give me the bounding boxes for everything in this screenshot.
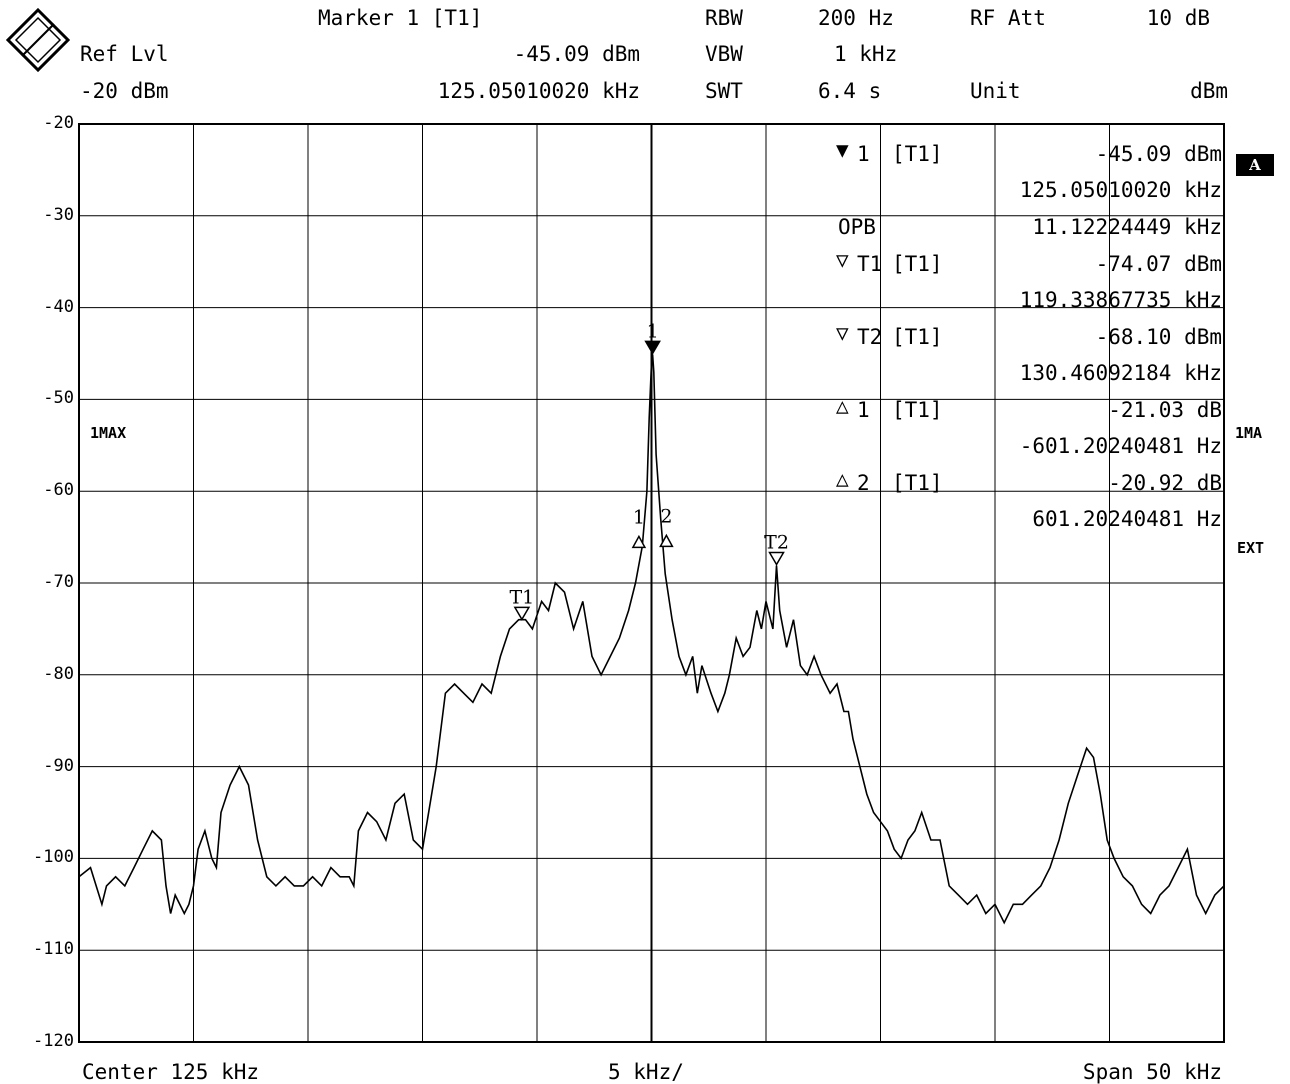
marker-row-frequency: 130.46092184 kHz <box>1019 361 1222 385</box>
trace-mode-right-label: 1MA <box>1235 424 1263 442</box>
marker-row-frequency: -601.20240481 Hz <box>1019 434 1222 458</box>
vbw-label: VBW <box>705 42 743 66</box>
y-tick-label: -60 <box>43 480 74 501</box>
opb-value: 11.12224449 kHz <box>1032 215 1222 239</box>
span-label: Span 50 kHz <box>1082 1060 1222 1084</box>
grid <box>78 123 1225 1043</box>
rbw-value: 200 Hz <box>818 6 894 30</box>
marker-row-symbol-icon: △ <box>836 394 849 418</box>
vbw-value: 1 kHz <box>834 42 898 66</box>
marker-row-level: -45.09 dBm <box>1095 142 1222 166</box>
marker-row-level: -68.10 dBm <box>1095 325 1222 349</box>
trace-mode-label: 1MAX <box>90 424 127 442</box>
marker-frequency: 125.05010020 kHz <box>437 79 640 103</box>
y-tick-label: -80 <box>43 663 74 684</box>
ref-level-label: Ref Lvl <box>80 42 169 66</box>
opb-label: OPB <box>838 215 876 239</box>
marker-row-level: -74.07 dBm <box>1095 252 1222 276</box>
y-tick-label: -100 <box>33 847 74 868</box>
y-tick-label: -50 <box>43 388 74 409</box>
rf-attenuation-label: RF Att <box>970 6 1046 30</box>
marker-row-symbol-icon: ▽ <box>836 321 849 345</box>
marker-1-label: 1 <box>647 320 659 342</box>
marker-row-name: T1 <box>857 252 883 276</box>
y-tick-label: -70 <box>43 572 74 592</box>
marker-label: Marker 1 [T1] <box>318 6 483 30</box>
marker-row-name: T2 <box>857 325 883 349</box>
marker-row-symbol-icon: △ <box>836 467 849 491</box>
marker-row-level: -20.92 dB <box>1108 471 1222 495</box>
marker-row-name: 1 <box>857 398 870 422</box>
marker-row-frequency: 125.05010020 kHz <box>1019 178 1222 202</box>
screen-a-badge: A <box>1236 154 1274 176</box>
marker-level: -45.09 dBm <box>513 42 640 66</box>
unit-label: Unit <box>970 79 1021 103</box>
trace-1-line <box>78 354 1225 925</box>
marker-row-trace: [T1] <box>892 398 943 422</box>
marker-row-name: 1 <box>857 142 870 166</box>
center-frequency-label: Center 125 kHz <box>82 1060 260 1084</box>
marker-row-trace: [T1] <box>892 252 943 276</box>
ref-level-value: -20 dBm <box>80 79 169 103</box>
rohde-schwarz-logo-icon <box>6 8 70 72</box>
marker-row-symbol-icon: ▼ <box>836 138 849 162</box>
division-label: 5 kHz/ <box>608 1060 684 1084</box>
marker-row-trace: [T1] <box>892 471 943 495</box>
marker-1-symbol <box>631 534 647 549</box>
marker-T1-symbol <box>513 606 531 621</box>
y-tick-label: -110 <box>33 939 74 960</box>
marker-1-label: 1 <box>633 506 645 528</box>
y-tick-label: -30 <box>43 204 74 225</box>
marker-1-symbol <box>644 340 661 355</box>
y-tick-label: -20 <box>43 113 74 133</box>
marker-row-trace: [T1] <box>892 142 943 166</box>
marker-row-name: 2 <box>857 471 870 495</box>
rbw-label: RBW <box>705 6 743 30</box>
marker-row-symbol-icon: ▽ <box>836 248 849 272</box>
marker-row-level: -21.03 dB <box>1108 398 1222 422</box>
unit-value: dBm <box>1190 79 1228 103</box>
marker-row-frequency: 119.33867735 kHz <box>1019 288 1222 312</box>
sweep-time-value: 6.4 s <box>818 79 882 103</box>
marker-2-symbol <box>659 533 674 548</box>
ext-trigger-label: EXT <box>1237 539 1265 557</box>
marker-2-label: 2 <box>660 505 672 527</box>
marker-row-frequency: 601.20240481 Hz <box>1032 507 1222 531</box>
y-tick-label: -40 <box>43 296 74 317</box>
marker-T2-label: T2 <box>764 532 789 554</box>
marker-T2-symbol <box>768 551 785 567</box>
y-tick-label: -90 <box>43 755 74 776</box>
marker-row-trace: [T1] <box>892 325 943 349</box>
y-tick-label: -120 <box>33 1031 74 1051</box>
sweep-time-label: SWT <box>705 79 743 103</box>
rf-attenuation-value: 10 dB <box>1146 6 1210 30</box>
marker-T1-label: T1 <box>510 586 535 608</box>
